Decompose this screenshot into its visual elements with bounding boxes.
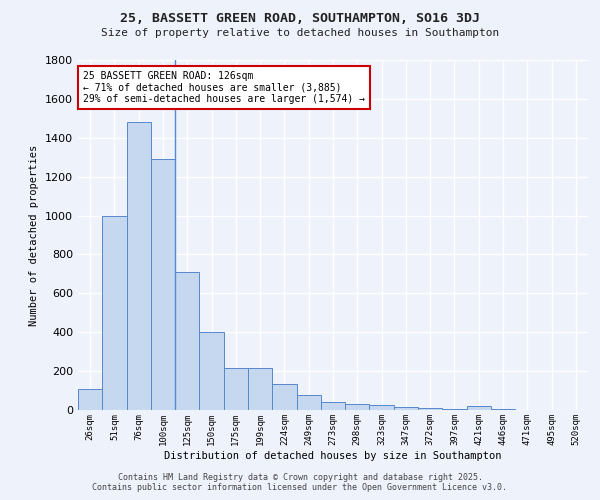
Text: 25 BASSETT GREEN ROAD: 126sqm
← 71% of detached houses are smaller (3,885)
29% o: 25 BASSETT GREEN ROAD: 126sqm ← 71% of d… bbox=[83, 70, 365, 104]
Bar bbox=[491, 409, 515, 410]
Bar bbox=[199, 332, 224, 410]
Bar bbox=[418, 408, 442, 410]
Bar bbox=[370, 405, 394, 410]
Bar bbox=[442, 409, 467, 410]
Text: 25, BASSETT GREEN ROAD, SOUTHAMPTON, SO16 3DJ: 25, BASSETT GREEN ROAD, SOUTHAMPTON, SO1… bbox=[120, 12, 480, 26]
Bar bbox=[224, 368, 248, 410]
Text: Contains HM Land Registry data © Crown copyright and database right 2025.
Contai: Contains HM Land Registry data © Crown c… bbox=[92, 473, 508, 492]
Bar bbox=[151, 159, 175, 410]
Bar bbox=[127, 122, 151, 410]
Bar bbox=[78, 388, 102, 410]
Bar bbox=[394, 407, 418, 410]
Bar bbox=[175, 272, 199, 410]
Bar bbox=[272, 384, 296, 410]
Bar bbox=[467, 406, 491, 410]
Bar bbox=[345, 404, 370, 410]
X-axis label: Distribution of detached houses by size in Southampton: Distribution of detached houses by size … bbox=[164, 450, 502, 460]
Bar bbox=[296, 396, 321, 410]
Y-axis label: Number of detached properties: Number of detached properties bbox=[29, 144, 40, 326]
Bar bbox=[102, 216, 127, 410]
Bar bbox=[321, 402, 345, 410]
Text: Size of property relative to detached houses in Southampton: Size of property relative to detached ho… bbox=[101, 28, 499, 38]
Bar bbox=[248, 368, 272, 410]
